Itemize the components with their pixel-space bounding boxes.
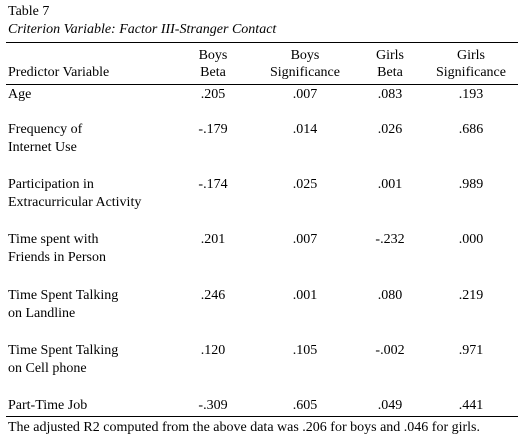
row-label: Participation in <box>8 177 94 192</box>
column-header: Predictor Variable <box>8 65 110 80</box>
row-label: Internet Use <box>8 140 77 155</box>
cell: .989 <box>458 177 484 192</box>
row-label: Frequency of <box>8 122 83 137</box>
cell: .001 <box>377 177 403 192</box>
cell: .080 <box>377 288 403 303</box>
row-label: Time Spent Talking <box>8 288 119 303</box>
column-header: Beta <box>200 65 226 80</box>
cell: .120 <box>200 343 226 358</box>
row-label: Time spent with <box>8 232 99 247</box>
row-label: Time Spent Talking <box>8 343 119 358</box>
cell: .014 <box>292 122 318 137</box>
row-label: Age <box>8 87 32 102</box>
bottom-rule <box>6 416 518 417</box>
cell: -.174 <box>198 177 228 192</box>
cell: .026 <box>377 122 403 137</box>
column-header: Boys <box>290 48 320 63</box>
cell: .219 <box>458 288 484 303</box>
header-rule <box>6 84 518 85</box>
cell: .105 <box>292 343 318 358</box>
cell: .971 <box>458 343 484 358</box>
column-header: Beta <box>377 65 403 80</box>
column-header: Significance <box>436 65 506 80</box>
cell: .205 <box>200 87 226 102</box>
cell: .193 <box>458 87 484 102</box>
cell: -.179 <box>198 122 228 137</box>
row-label: Extracurricular Activity <box>8 195 142 210</box>
caption: Criterion Variable: Factor III-Stranger … <box>8 22 277 37</box>
column-header: Significance <box>270 65 340 80</box>
row-label: Friends in Person <box>8 250 106 265</box>
cell: .441 <box>458 398 484 413</box>
row-label: Part-Time Job <box>8 398 88 413</box>
cell: .007 <box>292 87 318 102</box>
cell: .201 <box>200 232 226 247</box>
cell: .605 <box>292 398 318 413</box>
row-label: on Landline <box>8 306 76 321</box>
cell: -.232 <box>375 232 405 247</box>
column-header: Girls <box>376 48 404 63</box>
cell: .001 <box>292 288 318 303</box>
cell: .025 <box>292 177 318 192</box>
cell: .246 <box>200 288 226 303</box>
note: The adjusted R2 computed from the above … <box>8 420 481 435</box>
row-label: on Cell phone <box>8 361 87 376</box>
cell: -.002 <box>375 343 405 358</box>
cell: .007 <box>292 232 318 247</box>
cell: .000 <box>458 232 484 247</box>
cell: .083 <box>377 87 403 102</box>
top-rule <box>6 42 518 43</box>
cell: .049 <box>377 398 403 413</box>
cell: .686 <box>458 122 484 137</box>
table-title: Table 7 <box>8 4 50 19</box>
cell: -.309 <box>198 398 228 413</box>
column-header: Boys <box>198 48 228 63</box>
column-header: Girls <box>457 48 485 63</box>
